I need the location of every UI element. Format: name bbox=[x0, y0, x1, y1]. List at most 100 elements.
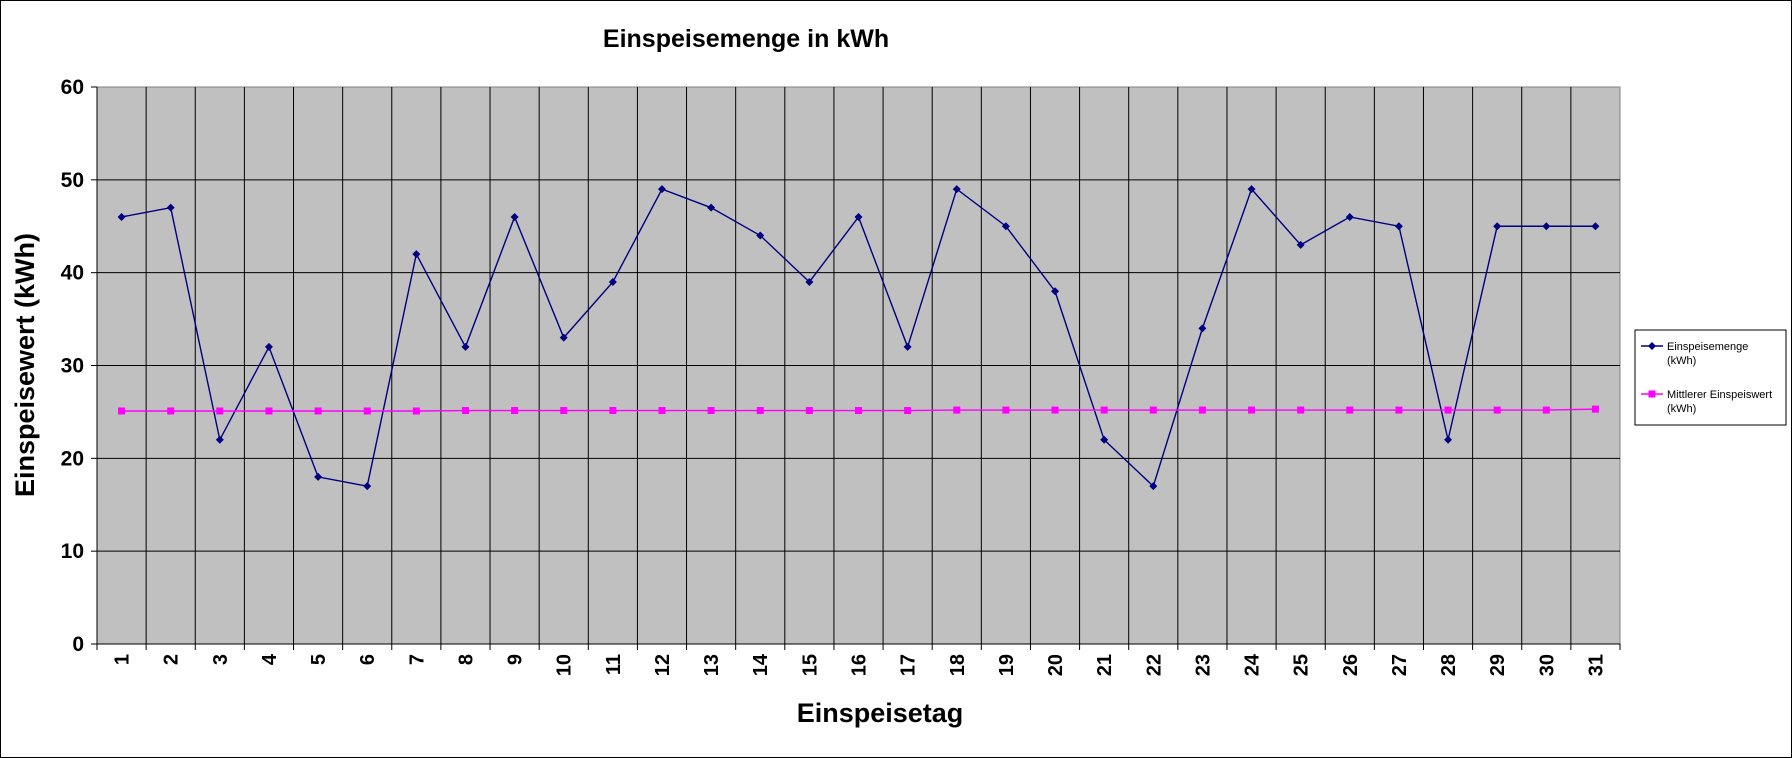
y-tick-label: 10 bbox=[61, 540, 84, 563]
data-point bbox=[215, 435, 224, 444]
x-tick-label: 7 bbox=[406, 654, 428, 665]
data-point bbox=[1444, 406, 1452, 414]
x-tick-label: 29 bbox=[1487, 654, 1509, 676]
x-tick-label: 15 bbox=[799, 654, 821, 676]
data-point bbox=[855, 407, 862, 415]
gridlines bbox=[97, 87, 1620, 644]
legend-marker bbox=[1648, 390, 1656, 398]
legend-label: Mittlerer Einspeiswert bbox=[1667, 389, 1772, 401]
data-point bbox=[1198, 406, 1206, 414]
data-point bbox=[264, 342, 273, 351]
data-point bbox=[1591, 222, 1600, 231]
data-point bbox=[314, 472, 323, 481]
data-point bbox=[560, 407, 568, 415]
data-point bbox=[1247, 185, 1256, 194]
data-point bbox=[1444, 435, 1453, 444]
data-point bbox=[658, 407, 666, 415]
y-tick-label: 50 bbox=[61, 169, 84, 192]
data-point bbox=[805, 277, 814, 286]
x-tick-label: 26 bbox=[1340, 654, 1362, 676]
x-tick-label: 16 bbox=[849, 654, 871, 676]
x-tick-label: 9 bbox=[505, 654, 527, 665]
data-point bbox=[1100, 406, 1108, 414]
x-tick-label: 5 bbox=[308, 654, 330, 665]
legend-item: Einspeisemenge (kWh) bbox=[1641, 341, 1748, 367]
x-tick-label: 12 bbox=[652, 654, 674, 676]
data-point bbox=[707, 407, 715, 415]
data-point bbox=[265, 407, 273, 415]
data-point bbox=[1493, 222, 1502, 231]
data-point bbox=[1297, 406, 1305, 414]
data-point bbox=[1100, 435, 1109, 444]
data-point bbox=[1395, 406, 1403, 414]
x-axis-title: Einspeisetag bbox=[797, 698, 964, 728]
legend-marker bbox=[1648, 342, 1656, 350]
x-tick-label: 3 bbox=[210, 654, 232, 665]
x-tick-label: 21 bbox=[1094, 654, 1116, 676]
legend-label: Einspeisemenge bbox=[1667, 341, 1748, 353]
x-tick-label: 19 bbox=[996, 654, 1018, 676]
data-point bbox=[1149, 406, 1157, 414]
data-point bbox=[412, 250, 421, 259]
data-point bbox=[216, 407, 224, 415]
x-tick-label: 25 bbox=[1291, 654, 1313, 676]
data-point bbox=[707, 203, 716, 212]
data-point bbox=[904, 407, 912, 415]
data-point bbox=[805, 407, 813, 415]
y-axis-ticks: 0 10 20 30 40 50 60 bbox=[61, 76, 97, 656]
x-tick-label: 30 bbox=[1536, 654, 1558, 676]
data-point bbox=[1002, 406, 1010, 414]
data-point bbox=[1051, 287, 1060, 296]
data-point bbox=[511, 407, 519, 415]
y-axis-title: Einspeisewert (kWh) bbox=[10, 233, 40, 497]
y-tick-label: 30 bbox=[61, 355, 84, 378]
data-point bbox=[657, 185, 666, 194]
x-tick-label: 1 bbox=[112, 654, 134, 665]
x-tick-label: 18 bbox=[947, 654, 969, 676]
series-einspeisemenge bbox=[117, 185, 1600, 491]
y-tick-label: 40 bbox=[61, 262, 84, 285]
data-point bbox=[1346, 406, 1354, 414]
series-group bbox=[117, 185, 1600, 491]
data-point bbox=[166, 203, 175, 212]
data-point bbox=[461, 407, 469, 415]
x-tick-label: 13 bbox=[701, 654, 723, 676]
data-point bbox=[1198, 324, 1207, 333]
data-point bbox=[412, 407, 420, 415]
x-tick-label: 10 bbox=[554, 654, 576, 676]
data-point bbox=[609, 407, 617, 415]
x-tick-label: 23 bbox=[1192, 654, 1214, 676]
data-point bbox=[1591, 405, 1599, 413]
legend: Einspeisemenge(kWh)Mittlerer Einspeiswer… bbox=[1634, 329, 1787, 426]
chart-title: Einspeisemenge in kWh bbox=[603, 25, 889, 53]
data-point bbox=[559, 333, 568, 342]
x-tick-label: 4 bbox=[259, 653, 281, 665]
legend-label: (kWh) bbox=[1667, 403, 1696, 415]
data-point bbox=[953, 406, 961, 414]
data-point bbox=[1248, 406, 1256, 414]
x-tick-label: 31 bbox=[1585, 654, 1607, 676]
data-point bbox=[363, 407, 371, 415]
x-tick-label: 22 bbox=[1143, 654, 1165, 676]
x-tick-label: 24 bbox=[1242, 653, 1264, 676]
x-tick-label: 20 bbox=[1045, 654, 1067, 676]
data-point bbox=[1542, 406, 1550, 414]
legend-item: Mittlerer Einspeiswert (kWh) bbox=[1641, 389, 1772, 415]
x-tick-label: 27 bbox=[1389, 654, 1411, 676]
data-point bbox=[1296, 240, 1305, 249]
data-point bbox=[118, 407, 126, 415]
x-tick-label: 11 bbox=[603, 654, 625, 675]
data-point bbox=[854, 212, 863, 221]
data-point bbox=[903, 342, 912, 351]
data-point bbox=[608, 277, 617, 286]
x-tick-label: 8 bbox=[455, 654, 477, 665]
data-point bbox=[1149, 482, 1158, 491]
x-axis-ticks: 1 2 3 4 5 6 7 8 9 10 11 12 13 14 15 16 17 18 19 20 21 22 23 24 2… bbox=[96, 644, 1621, 676]
data-point bbox=[510, 212, 519, 221]
data-point bbox=[1493, 406, 1501, 414]
x-tick-label: 2 bbox=[161, 654, 183, 665]
data-point bbox=[1394, 222, 1403, 231]
data-point bbox=[1542, 222, 1551, 231]
data-point bbox=[1051, 406, 1059, 414]
y-tick-label: 60 bbox=[61, 76, 84, 99]
